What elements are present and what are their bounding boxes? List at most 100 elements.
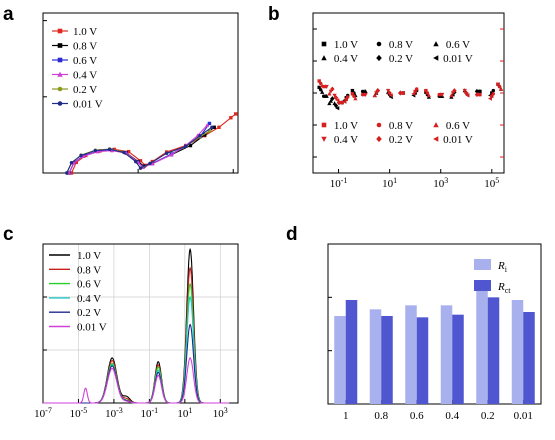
panel-b-point-zimag (333, 95, 339, 101)
panel-c-legend-label: 0.4 V (77, 293, 101, 305)
panel-a-legend-label: 0.2 V (73, 84, 97, 96)
panel-d-legend-swatch (474, 259, 491, 270)
panel-b-point-zimag (363, 92, 368, 97)
panel-b-x-tick-label: 105 (484, 176, 499, 190)
panel-b-point-zimag (372, 93, 377, 98)
panel-d-bar-ri (405, 305, 417, 404)
panel-a-point (204, 123, 210, 128)
panel-c-x-tick-label: 101 (177, 406, 192, 420)
panel-b-legend-label-top: 0.2 V (389, 53, 413, 65)
panel-b-legend-marker-top (376, 41, 382, 47)
panel-b-point-zreal (317, 85, 321, 90)
panel-a-legend-marker (57, 86, 63, 92)
panel-b-point-zimag (478, 92, 482, 97)
panel-b-legend-marker-bottom (433, 122, 439, 128)
panel-d-x-tick-label: 0.6 (410, 410, 424, 422)
panel-a-legend-label: 0.01 V (73, 99, 103, 111)
panel-b-point-zreal (318, 88, 323, 92)
panel-a-point (229, 116, 233, 120)
panel-c-legend-label: 0.6 V (77, 279, 101, 291)
panel-d-bar-rct (452, 314, 464, 404)
panel-c-drt-plot: 10-7 10-5 10-3 10-1 101 103 1.0 V 0.8 V 0.6 V 0.4… (34, 243, 239, 420)
panel-d-bar-rct (523, 312, 535, 404)
panel-c-series-line-4 (43, 323, 230, 404)
panel-a-legend-label: 1.0 V (73, 26, 97, 38)
panel-b-legend-label-top: 0.8 V (389, 39, 413, 51)
panel-a-point (95, 149, 100, 154)
panel-d-bar-chart: 1 0.8 0.6 0.4 0.2 0.01 Ri Rct (327, 243, 542, 422)
panel-d-x-tick-label: 0.8 (374, 410, 388, 422)
panel-label-d: d (286, 224, 298, 245)
panel-b-point-zreal (491, 88, 496, 93)
panel-a-frame (42, 12, 239, 174)
panel-a-point (122, 150, 126, 155)
panel-b-point-zimag (413, 89, 417, 94)
panel-b-legend-marker-top (321, 41, 327, 47)
panel-a-legend-marker (57, 28, 63, 34)
panel-b-point-zimag (317, 79, 321, 83)
panel-b-x-tick-label: 101 (382, 176, 397, 190)
panel-b-point-zimag (498, 86, 504, 91)
panel-a-point (65, 171, 69, 175)
panel-b-point-zimag (426, 93, 431, 98)
panel-b-point-zimag (318, 81, 323, 86)
panel-a-point (188, 143, 193, 148)
panel-d-bar-rct (381, 316, 393, 404)
panel-d-x-tick-label: 1 (343, 410, 349, 422)
panel-d-frame (327, 243, 542, 405)
panel-d-bar-ri (440, 305, 453, 404)
panel-a-point (69, 171, 74, 175)
panel-b-legend-marker-top (433, 41, 439, 47)
panel-b-point-zreal (478, 89, 482, 94)
panel-a-point (81, 153, 86, 158)
panel-d-bar-rct (487, 297, 500, 404)
panel-a-point (148, 161, 152, 166)
panel-b-point-zreal (327, 101, 332, 106)
panel-c-series-line-2 (43, 282, 230, 404)
panel-b-point-zreal (333, 103, 339, 109)
panel-b-point-zimag (497, 84, 502, 89)
panel-a-point (207, 129, 212, 133)
panel-a-legend-marker (57, 101, 63, 106)
panel-b-residuals-plot: 10-1 101 103 105 1.0 V 0.8 V 0.6 V 0.4 V 0.2 V 0.… (312, 12, 505, 190)
panel-c-x-tick-label: 10-7 (34, 406, 52, 420)
panel-a-point (169, 152, 174, 157)
panel-b-point-zimag (375, 88, 380, 94)
panel-c-x-tick-label: 10-5 (70, 406, 88, 420)
panel-a-point (93, 148, 98, 153)
panel-a-point (107, 147, 112, 152)
panel-label-b: b (268, 4, 280, 25)
panel-a-legend-marker (57, 71, 63, 77)
panel-c-legend-label: 0.8 V (77, 264, 101, 276)
panel-b-point-zreal (335, 106, 340, 111)
panel-c-x-tick-label: 10-3 (105, 406, 123, 420)
panel-a-legend-label: 0.8 V (73, 41, 97, 53)
panel-b-point-zimag (440, 92, 445, 97)
panel-a-point (183, 144, 188, 149)
panel-c-series-line-5 (43, 357, 230, 404)
panel-b-x-tick-label: 103 (433, 176, 448, 190)
panel-b-legend-label-top: 0.01 V (443, 53, 473, 65)
panel-d-x-tick-label: 0.4 (445, 410, 459, 422)
panel-b-legend-label-top: 1.0 V (334, 39, 358, 51)
panel-b-legend-marker-bottom (321, 136, 327, 142)
panel-b-legend-label-bottom: 0.01 V (443, 134, 473, 146)
panel-b-point-zimag (320, 83, 325, 88)
panel-b-point-zreal (324, 93, 329, 98)
panel-c-legend-label: 1.0 V (77, 250, 101, 262)
panel-b-legend-label-bottom: 0.8 V (389, 120, 413, 132)
panel-a-legend-label: 0.6 V (73, 55, 97, 67)
panel-b-point-zimag (464, 90, 469, 96)
panel-b-point-zimag (330, 86, 335, 92)
panel-a-point (74, 160, 78, 165)
panel-c-legend-label: 0.01 V (77, 322, 107, 334)
panel-b-legend-label-bottom: 0.4 V (334, 134, 358, 146)
panel-a-point (217, 125, 221, 129)
panel-b-point-zimag (353, 96, 358, 101)
panel-b-point-zimag (352, 94, 356, 98)
panel-b-point-zimag (462, 88, 467, 93)
panel-b-point-zimag (350, 92, 355, 96)
panel-a-nyquist-plot: 1.0 V 0.8 V 0.6 V 0.4 V 0.2 V 0.01 V (42, 12, 239, 175)
panel-b-point-zimag (449, 93, 454, 98)
